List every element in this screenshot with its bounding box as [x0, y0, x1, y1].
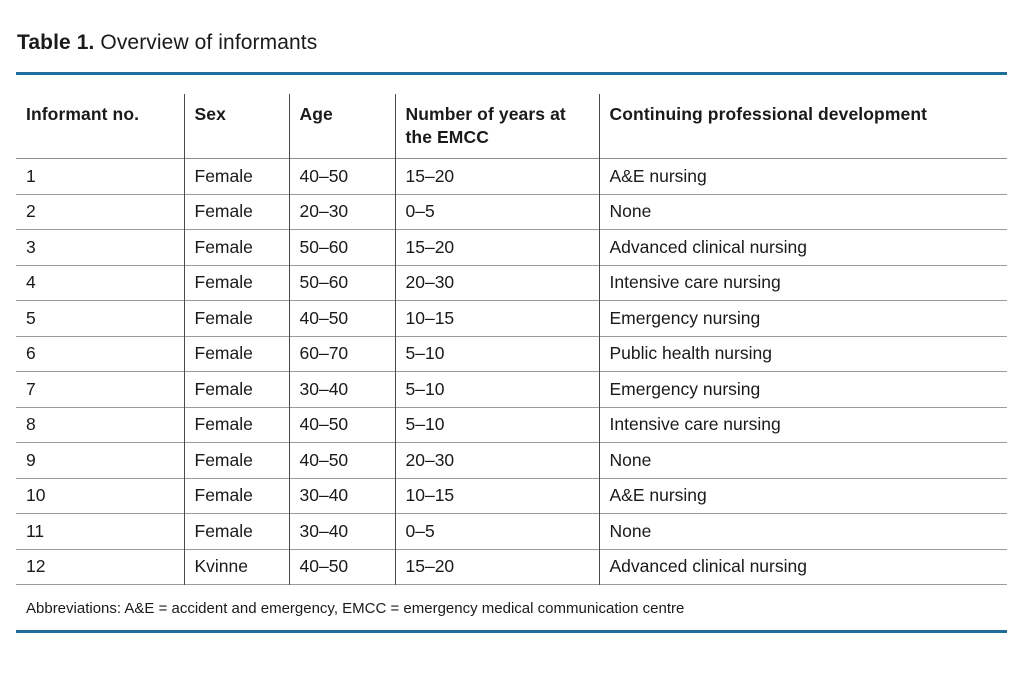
table-cell: 50–60 — [288, 265, 395, 301]
table-cell: 40–50 — [288, 158, 395, 194]
table-row: 11 Female 30–40 0–5 None — [16, 513, 1007, 549]
table-row: 9 Female 40–50 20–30 None — [16, 442, 1007, 478]
table-cell: 30–40 — [288, 513, 395, 549]
table-cell: 50–60 — [288, 229, 395, 265]
page: Table 1. Overview of informants Informan… — [0, 30, 1024, 633]
table-body: 1 Female 40–50 15–20 A&E nursing 2 Female 20–30… — [16, 158, 1007, 585]
table-cell: Female — [183, 158, 289, 194]
table-cell: 40–50 — [288, 549, 395, 585]
table-row: 4 Female 50–60 20–30 Intensive care nursing — [16, 265, 1007, 301]
table-cell: 9 — [26, 449, 36, 470]
table-cell: 8 — [26, 414, 36, 435]
table-cell: A&E nursing — [598, 158, 1007, 194]
table-cell: 40–50 — [288, 407, 395, 443]
table-caption: Table 1. Overview of informants — [17, 30, 1007, 55]
table-row: 2 Female 20–30 0–5 None — [16, 194, 1007, 230]
informants-table: Informant no. Sex Age Number of years at th… — [16, 94, 1007, 585]
table-cell: 20–30 — [288, 194, 395, 230]
column-header: Sex — [183, 94, 289, 159]
table-cell: 5 — [26, 307, 36, 328]
table-row: 8 Female 40–50 5–10 Intensive care nursing — [16, 407, 1007, 443]
table-cell: 15–20 — [394, 158, 599, 194]
table-cell: Advanced clinical nursing — [598, 229, 1007, 265]
table-cell: Public health nursing — [598, 336, 1007, 372]
table-cell: 11 — [26, 520, 45, 541]
table-row: 1 Female 40–50 15–20 A&E nursing — [16, 158, 1007, 194]
table-cell: 30–40 — [288, 478, 395, 514]
table-cell: Female — [183, 478, 289, 514]
table-cell: 10 — [26, 485, 46, 506]
table-cell: 6 — [26, 343, 36, 364]
table-cell: None — [598, 194, 1007, 230]
table-cell: 7 — [26, 378, 36, 399]
table-row: 6 Female 60–70 5–10 Public health nursing — [16, 336, 1007, 372]
table-cell: 40–50 — [288, 442, 395, 478]
table-cell: Kvinne — [183, 549, 289, 585]
table-cell: 30–40 — [288, 371, 395, 407]
column-header: Number of years at the EMCC — [394, 94, 599, 159]
table-row: 5 Female 40–50 10–15 Emergency nursing — [16, 300, 1007, 336]
table-cell: Emergency nursing — [598, 300, 1007, 336]
table-cell: Female — [183, 265, 289, 301]
table-cell: 0–5 — [394, 513, 599, 549]
table-cell: Female — [183, 336, 289, 372]
table-cell: 12 — [26, 556, 46, 577]
column-header: Age — [288, 94, 395, 159]
table-footnote: Abbreviations: A&E = accident and emerge… — [26, 600, 685, 617]
table-cell: 15–20 — [394, 229, 599, 265]
table-cell: 20–30 — [394, 442, 599, 478]
column-header: Continuing professional development — [598, 94, 1007, 159]
table-cell: 20–30 — [394, 265, 599, 301]
table-row: 12 Kvinne 40–50 15–20 Advanced clinical nurs… — [16, 549, 1007, 585]
table-cell: Female — [183, 229, 289, 265]
table-cell: 2 — [26, 201, 36, 222]
table-cell: Emergency nursing — [598, 371, 1007, 407]
table-cell: Female — [183, 442, 289, 478]
table-cell: 5–10 — [394, 407, 599, 443]
table-cell: 5–10 — [394, 336, 599, 372]
top-rule — [16, 72, 1007, 75]
table-cell: 15–20 — [394, 549, 599, 585]
table-cell: None — [598, 513, 1007, 549]
table-cell: 4 — [26, 272, 36, 293]
table-caption-text: Overview of informants — [100, 31, 318, 54]
table-cell: A&E nursing — [598, 478, 1007, 514]
table-cell: 10–15 — [394, 300, 599, 336]
table-cell: 5–10 — [394, 371, 599, 407]
table-caption-label: Table 1. — [17, 31, 95, 54]
table-cell: Female — [183, 194, 289, 230]
table-cell: 0–5 — [394, 194, 599, 230]
table-cell: 40–50 — [288, 300, 395, 336]
table-cell: 60–70 — [288, 336, 395, 372]
table-cell: 3 — [26, 236, 36, 257]
column-header: Informant no. — [26, 104, 140, 124]
table-header: Informant no. Sex Age Number of years at th… — [16, 94, 1007, 159]
table-cell: Intensive care nursing — [598, 265, 1007, 301]
table-row: 3 Female 50–60 15–20 Advanced clinical nursi… — [16, 229, 1007, 265]
table-row: 7 Female 30–40 5–10 Emergency nursing — [16, 371, 1007, 407]
table-cell: Female — [183, 407, 289, 443]
table-cell: None — [598, 442, 1007, 478]
table-cell: Intensive care nursing — [598, 407, 1007, 443]
table-cell: 1 — [26, 165, 36, 186]
table-cell: Female — [183, 300, 289, 336]
table-cell: Female — [183, 371, 289, 407]
table-row: 10 Female 30–40 10–15 A&E nursing — [16, 478, 1007, 514]
table-cell: Advanced clinical nursing — [598, 549, 1007, 585]
bottom-rule — [16, 630, 1007, 633]
table-cell: 10–15 — [394, 478, 599, 514]
table-cell: Female — [183, 513, 289, 549]
header-row: Informant no. Sex Age Number of years at th… — [16, 94, 1007, 159]
